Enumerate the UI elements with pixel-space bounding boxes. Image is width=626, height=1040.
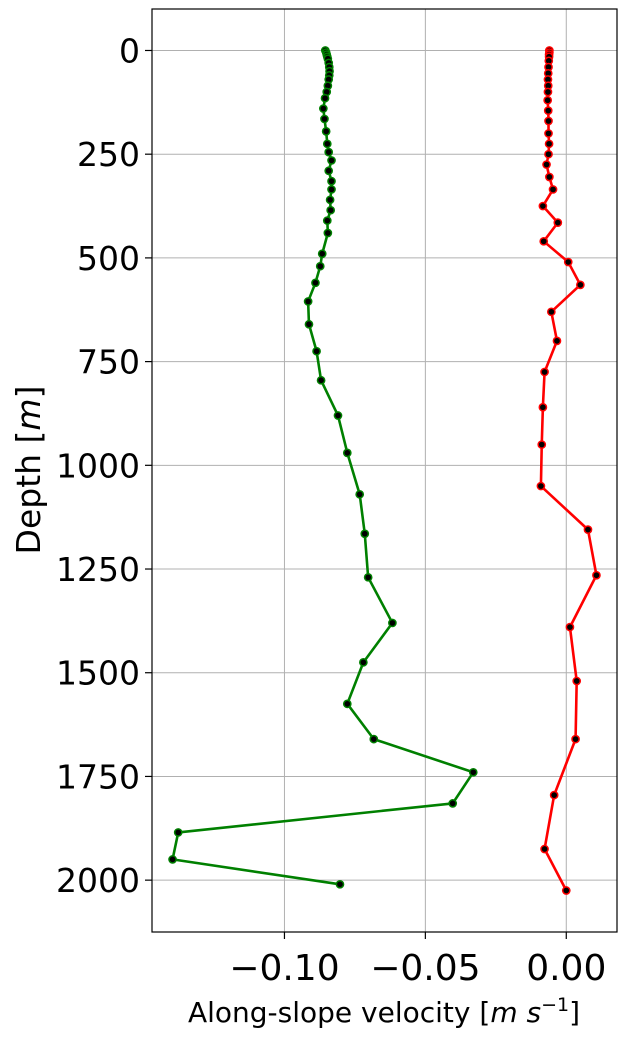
data-point	[544, 116, 553, 126]
data-point	[548, 185, 558, 194]
plot-frame	[151, 8, 618, 933]
data-point	[355, 490, 365, 499]
x-tick-label: 0.00	[526, 948, 606, 989]
data-point	[304, 319, 314, 329]
data-point	[543, 95, 553, 105]
data-point	[303, 297, 313, 306]
data-point	[468, 767, 478, 777]
x-tick-label: −0.05	[370, 948, 480, 989]
data-point	[321, 127, 331, 136]
data-point	[537, 440, 547, 449]
y-tick-label: 500	[77, 239, 140, 278]
y-tick-label: 250	[77, 135, 140, 174]
data-point	[546, 307, 556, 317]
data-point	[324, 166, 334, 176]
y-tick-label: 0	[119, 31, 140, 70]
data-point	[318, 104, 328, 113]
data-point	[540, 844, 549, 854]
series-line	[171, 49, 475, 886]
data-point	[549, 790, 559, 800]
data-point	[173, 828, 183, 837]
data-point	[538, 402, 548, 412]
data-point	[323, 228, 333, 238]
data-point	[342, 448, 352, 458]
data-point	[572, 676, 582, 686]
data-point	[320, 114, 329, 124]
tick-layer: −0.10 −0.05 0.00 0 250 500 750 1000 1250 1500 1750…	[56, 31, 606, 989]
data-point	[359, 658, 368, 667]
data-point	[320, 93, 330, 103]
data-point	[553, 218, 563, 227]
data-point	[335, 879, 345, 889]
data-point	[342, 699, 352, 709]
data-point	[388, 618, 397, 628]
data-point	[327, 156, 336, 165]
data-point	[561, 886, 571, 895]
data-point	[333, 411, 343, 420]
data-point	[322, 139, 332, 149]
data-point	[583, 525, 593, 534]
data-point	[544, 129, 553, 138]
y-tick-label: 1250	[56, 550, 140, 589]
data-point	[539, 236, 549, 246]
data-point	[312, 346, 321, 356]
data-point	[325, 195, 335, 205]
data-point	[315, 261, 325, 271]
y-tick-label: 1750	[56, 757, 140, 796]
data-point	[576, 280, 585, 290]
grid	[152, 9, 617, 932]
series-0	[168, 46, 478, 889]
y-tick-label: 2000	[56, 861, 140, 900]
data-point	[327, 176, 336, 186]
y-axis-title: Depth [m]	[9, 386, 48, 555]
x-tick-label: −0.10	[229, 948, 339, 989]
data-point	[544, 139, 554, 149]
data-point	[322, 216, 332, 225]
data-point	[538, 201, 548, 211]
data-point	[543, 87, 553, 97]
x-axis-title: Along-slope velocity [m s−1]	[188, 994, 580, 1029]
data-point	[565, 622, 575, 632]
data-point	[563, 257, 573, 267]
data-point	[168, 855, 177, 864]
data-point	[540, 367, 549, 377]
data-point	[327, 185, 336, 194]
data-point	[324, 147, 334, 157]
data-point	[542, 160, 551, 169]
series-layer	[168, 46, 601, 895]
data-point	[552, 336, 562, 346]
data-point	[360, 529, 370, 539]
data-point	[369, 734, 379, 744]
data-point	[316, 375, 326, 385]
data-point	[545, 172, 554, 182]
data-point	[536, 481, 546, 491]
y-tick-label: 1000	[56, 446, 140, 485]
y-tick-label: 750	[77, 343, 140, 382]
data-point	[326, 205, 336, 215]
data-point	[311, 278, 320, 288]
y-tick-label: 1500	[56, 654, 140, 693]
series-1	[536, 46, 601, 895]
data-point	[592, 570, 601, 580]
data-point	[543, 106, 553, 115]
data-point	[571, 734, 580, 744]
data-point	[317, 249, 327, 259]
data-point	[363, 572, 373, 582]
data-point	[544, 149, 553, 159]
data-point	[448, 799, 458, 808]
